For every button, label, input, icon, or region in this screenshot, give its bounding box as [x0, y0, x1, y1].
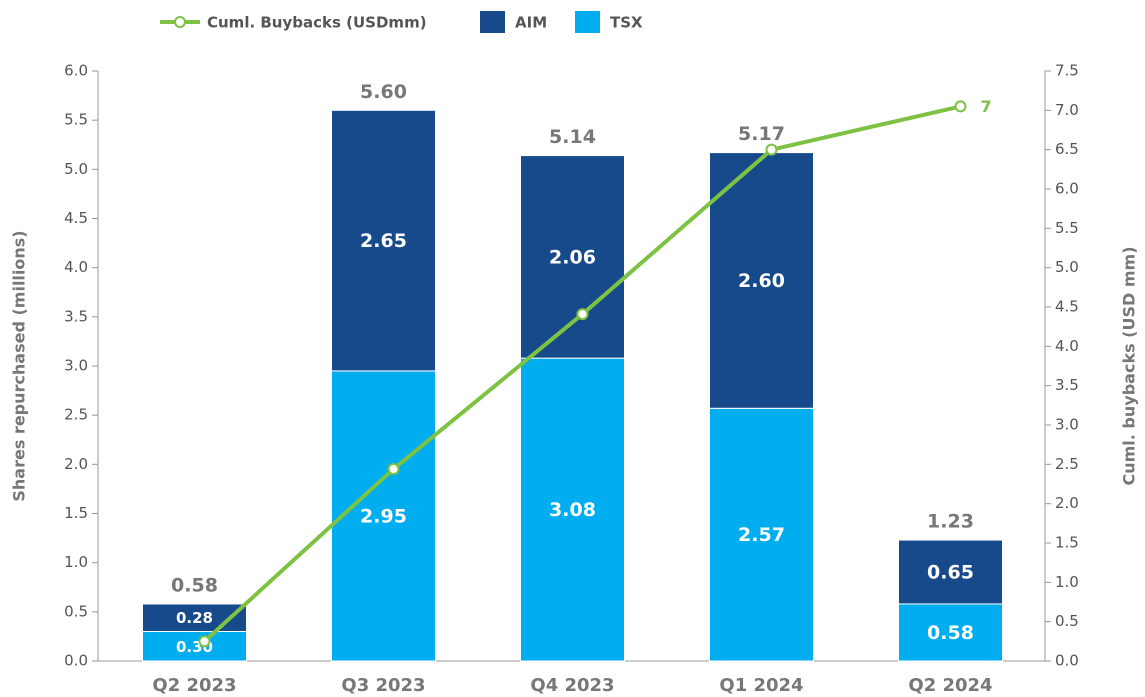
- segment-label: 2.06: [549, 246, 596, 268]
- segment-label: 2.95: [360, 505, 407, 527]
- segment-label: 2.60: [738, 270, 785, 292]
- total-label: 0.58: [171, 574, 218, 596]
- y-axis-title: Shares repurchased (millions): [10, 230, 29, 501]
- line-label: 7: [981, 97, 992, 116]
- y2-tick-label: 1.5: [1055, 534, 1079, 552]
- y2-tick-label: 2.0: [1055, 494, 1079, 512]
- y-tick-label: 2.0: [64, 455, 88, 473]
- legend-label: TSX: [610, 14, 643, 32]
- segment-label: 0.28: [176, 609, 213, 627]
- line-marker: [387, 463, 400, 476]
- line-marker: [198, 635, 211, 648]
- line-marker: [576, 308, 589, 321]
- legend-swatch: [480, 11, 505, 33]
- line-marker: [765, 143, 778, 156]
- bar-segment: [898, 603, 1003, 662]
- total-label: 5.60: [360, 81, 407, 103]
- y2-tick-label: 0.0: [1055, 652, 1079, 670]
- legend-swatch: [575, 11, 600, 33]
- x-tick-label: Q2 2024: [908, 675, 992, 696]
- x-tick-label: Q3 2023: [341, 675, 425, 696]
- y2-tick-label: 6.5: [1055, 140, 1079, 158]
- bar-segment: [331, 370, 436, 662]
- y-tick-label: 0.0: [64, 652, 88, 670]
- y2-tick-label: 7.5: [1055, 62, 1079, 80]
- segment-label: 2.65: [360, 230, 407, 252]
- x-tick-label: Q1 2024: [719, 675, 803, 696]
- bar-segment: [709, 152, 814, 409]
- segment-label: 2.57: [738, 524, 785, 546]
- total-label: 1.23: [927, 511, 974, 533]
- y2-tick-label: 4.5: [1055, 298, 1079, 316]
- y2-tick-label: 5.5: [1055, 219, 1079, 237]
- y-tick-label: 1.5: [64, 504, 88, 522]
- y2-axis-title: Cuml. buybacks (USD mm): [1120, 246, 1139, 485]
- segment-label: 3.08: [549, 499, 596, 521]
- bar-segment: [898, 539, 1003, 605]
- y-tick-label: 0.5: [64, 602, 88, 620]
- y2-tick-label: 0.5: [1055, 612, 1079, 630]
- y2-tick-label: 3.5: [1055, 376, 1079, 394]
- y-tick-label: 3.0: [64, 357, 88, 375]
- legend-marker: [174, 16, 186, 28]
- total-label: 5.14: [549, 126, 596, 148]
- y-tick-label: 4.5: [64, 209, 88, 227]
- segment-label: 0.65: [927, 562, 974, 584]
- y-tick-label: 4.0: [64, 258, 88, 276]
- y-tick-label: 6.0: [64, 62, 88, 80]
- legend-label: AIM: [515, 14, 547, 32]
- y2-tick-label: 7.0: [1055, 101, 1079, 119]
- y2-tick-label: 3.0: [1055, 416, 1079, 434]
- y2-tick-label: 5.0: [1055, 258, 1079, 276]
- segment-label: 0.58: [927, 622, 974, 644]
- y2-tick-label: 1.0: [1055, 573, 1079, 591]
- y2-tick-label: 2.5: [1055, 455, 1079, 473]
- legend-label: Cuml. Buybacks (USDmm): [207, 14, 427, 32]
- y2-tick-label: 4.0: [1055, 337, 1079, 355]
- y-tick-label: 5.0: [64, 160, 88, 178]
- x-tick-label: Q2 2023: [152, 675, 236, 696]
- bar-segment: [520, 357, 625, 662]
- total-label: 5.17: [738, 123, 785, 145]
- y-tick-label: 2.5: [64, 406, 88, 424]
- bar-segment: [331, 109, 436, 372]
- x-tick-label: Q4 2023: [530, 675, 614, 696]
- line-marker: [954, 100, 967, 113]
- y-tick-label: 1.0: [64, 553, 88, 571]
- y2-tick-label: 6.0: [1055, 180, 1079, 198]
- y-tick-label: 5.5: [64, 111, 88, 129]
- y-tick-label: 3.5: [64, 307, 88, 325]
- bar-segment: [142, 631, 247, 662]
